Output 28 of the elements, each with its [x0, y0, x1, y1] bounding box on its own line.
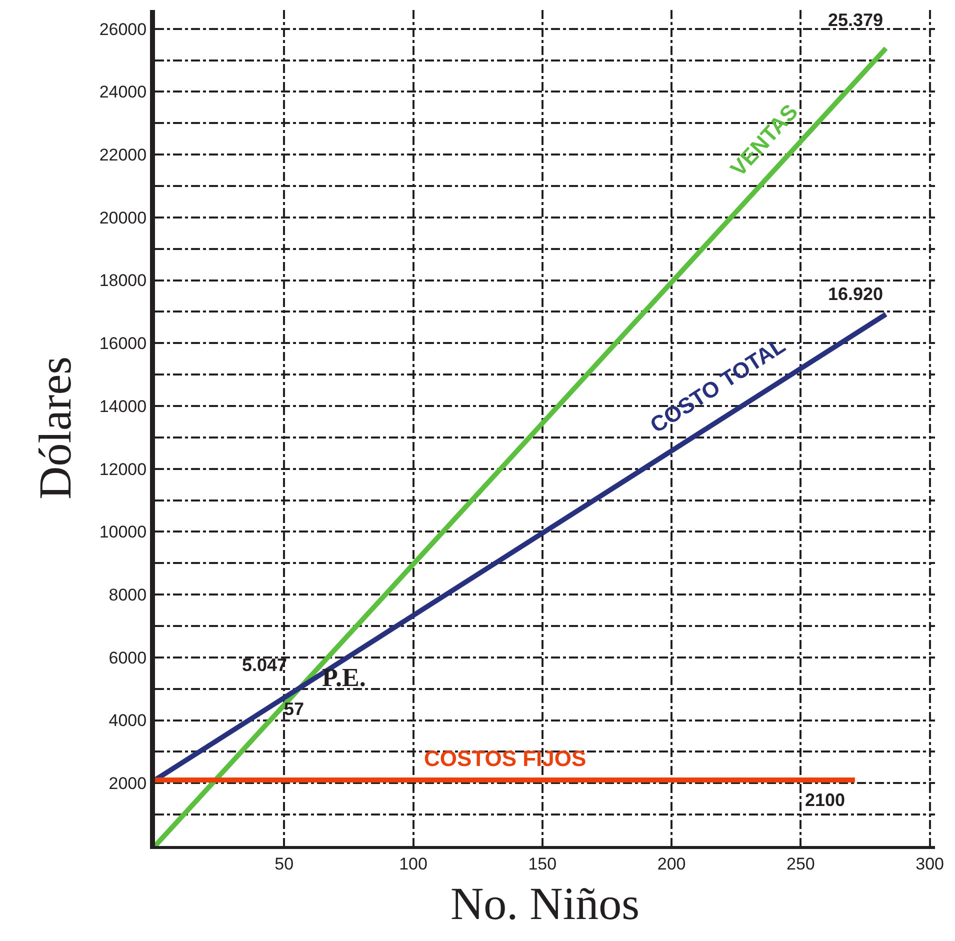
y-tick-label: 16000 — [99, 334, 147, 354]
y-tick-label: 2000 — [108, 774, 147, 794]
y-tick-label: 4000 — [108, 711, 147, 730]
annotation: 5.047 — [242, 655, 288, 675]
y-tick-label: 8000 — [108, 586, 147, 605]
x-axis-title: No. Niños — [450, 878, 640, 930]
y-axis-title: Dólares — [30, 356, 81, 500]
x-tick-label: 100 — [399, 854, 428, 874]
annotation: 2100 — [805, 790, 846, 810]
y-tick-label: 20000 — [99, 208, 147, 228]
y-tick-label: 10000 — [99, 522, 147, 542]
x-tick-label: 300 — [916, 854, 944, 874]
y-tick-label: 22000 — [99, 146, 147, 165]
x-tick-label: 50 — [274, 854, 294, 874]
y-tick-label: 18000 — [99, 271, 147, 290]
y-tick-label: 26000 — [99, 20, 147, 39]
annotation: P.E. — [322, 663, 366, 692]
y-tick-label: 12000 — [99, 460, 147, 479]
x-tick-label: 200 — [657, 854, 686, 874]
annotation: 57 — [284, 699, 304, 719]
y-tick-label: 24000 — [99, 82, 147, 102]
y-tick-label: 6000 — [108, 648, 147, 668]
annotation: 25.379 — [828, 10, 884, 30]
series-label: COSTOS FIJOS — [424, 746, 586, 771]
y-tick-label: 14000 — [99, 396, 147, 416]
annotation: 16.920 — [828, 284, 884, 304]
x-tick-label: 150 — [528, 854, 557, 874]
x-tick-label: 250 — [786, 854, 815, 874]
